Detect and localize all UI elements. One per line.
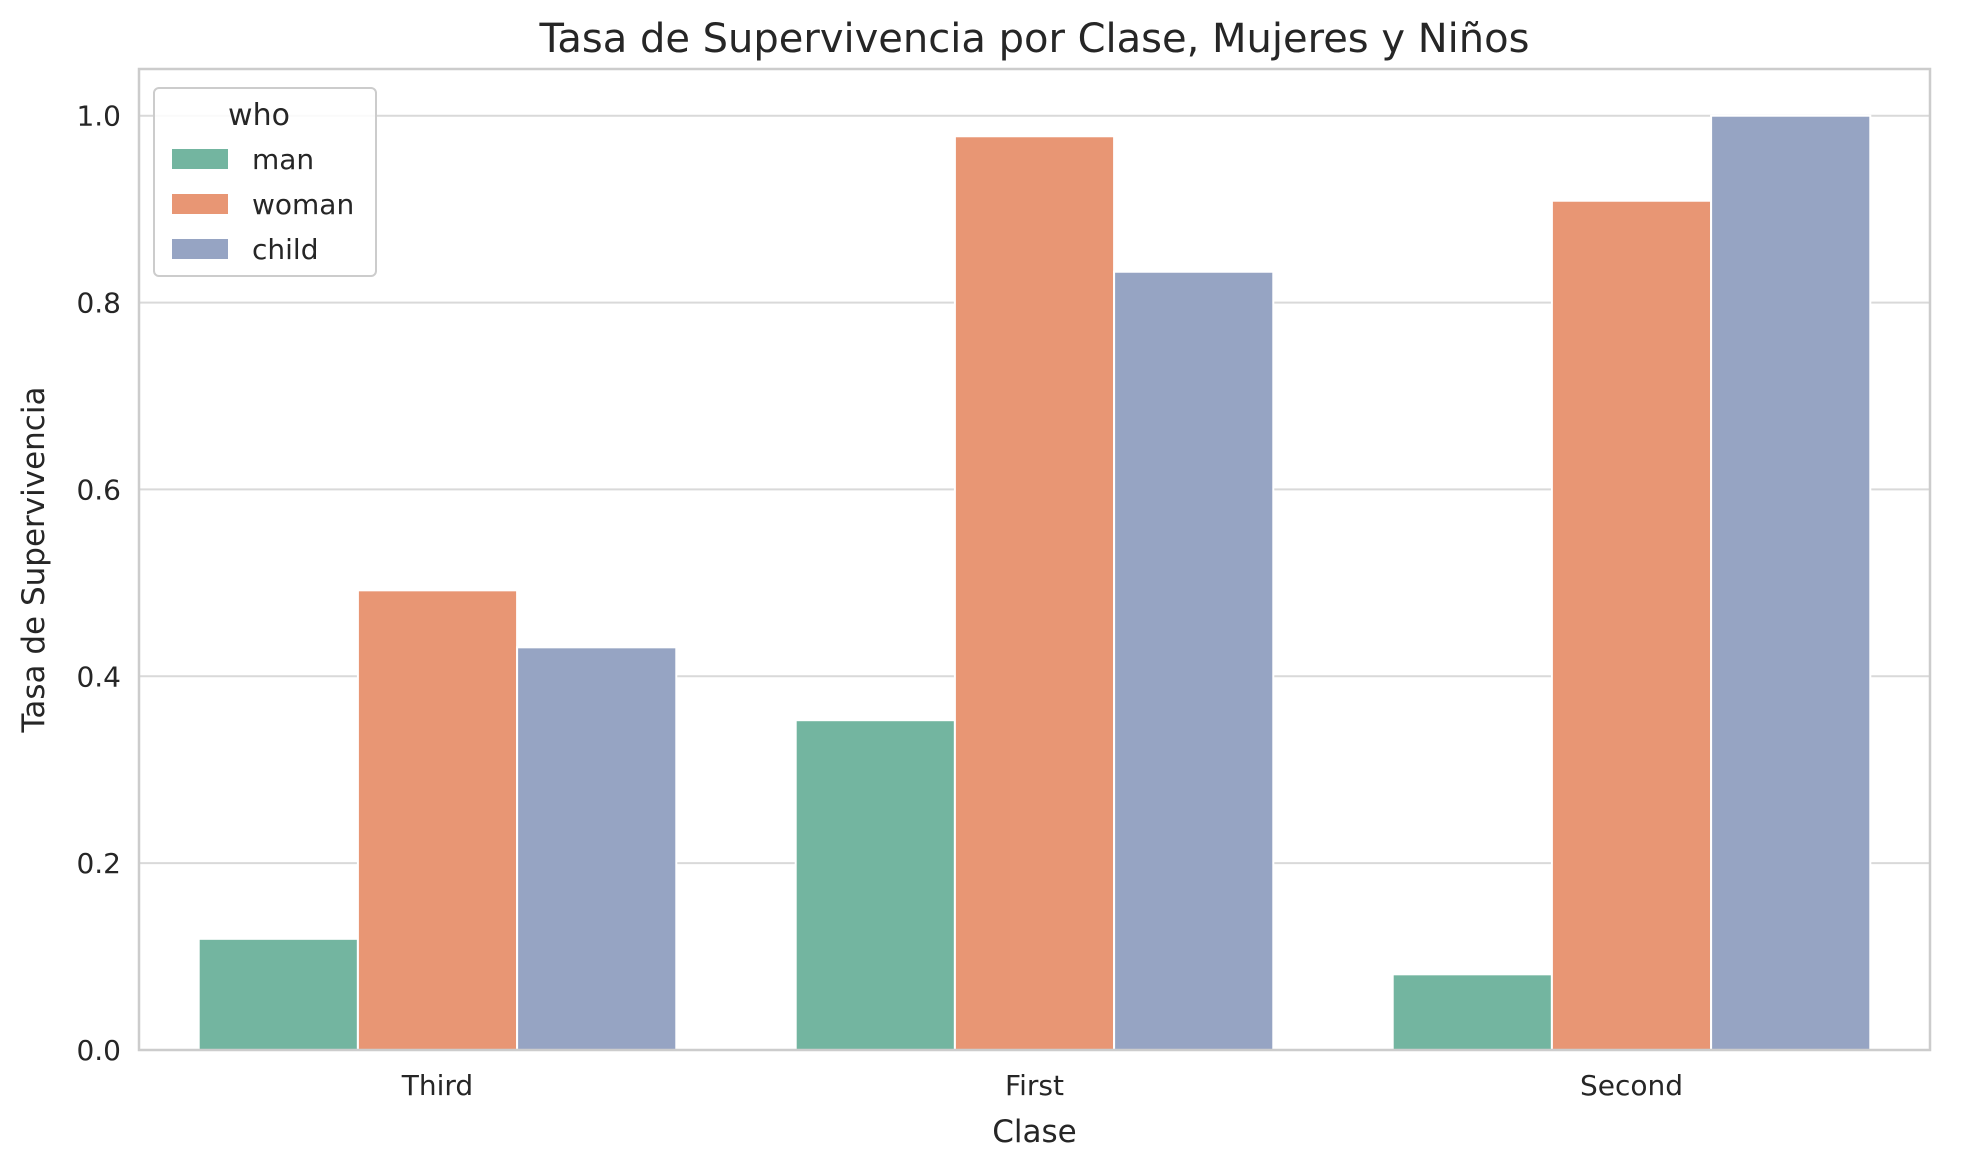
bar-man-third [197,937,359,1052]
y-tick-label: 0.4 [76,660,121,693]
y-axis-label: Tasa de Supervivencia [16,387,52,734]
legend-title: who [228,98,290,133]
bar-child-third [516,646,678,1052]
y-tick-labels: 0.0 0.2 0.4 0.6 0.8 1.0 [76,100,121,1067]
bar-woman-first [953,135,1116,1052]
legend-label-woman: woman [252,188,354,221]
plot-frame [137,67,1932,1052]
x-tick-label: First [1005,1069,1064,1102]
legend-items: man woman child [172,143,354,266]
legend: who man woman child [153,87,377,277]
legend-swatch-woman [172,194,228,214]
y-tick-label: 0.2 [76,847,121,880]
x-tick-label: Third [401,1069,473,1102]
legend-swatch-child [172,239,228,259]
bar-man-first [794,719,956,1051]
chart-title: Tasa de Supervivencia por Clase, Mujeres… [539,16,1530,62]
bars [197,114,1872,1052]
bar-child-first [1113,270,1275,1051]
y-tick-label: 0.0 [76,1034,121,1067]
legend-box [153,87,377,277]
legend-label-man: man [252,143,314,176]
bar-woman-second [1550,199,1713,1051]
y-tick-label: 0.6 [76,473,121,506]
legend-swatch-man [172,149,228,169]
y-tick-label: 1.0 [76,100,121,133]
x-axis-label: Clase [992,1114,1076,1150]
x-tick-labels: Third First Second [401,1069,1683,1102]
x-tick-label: Second [1580,1069,1683,1102]
bar-man-second [1391,973,1553,1052]
bar-child-second [1710,114,1872,1051]
y-tick-label: 0.8 [76,287,121,320]
legend-label-child: child [252,233,318,266]
bar-woman-third [356,589,519,1051]
